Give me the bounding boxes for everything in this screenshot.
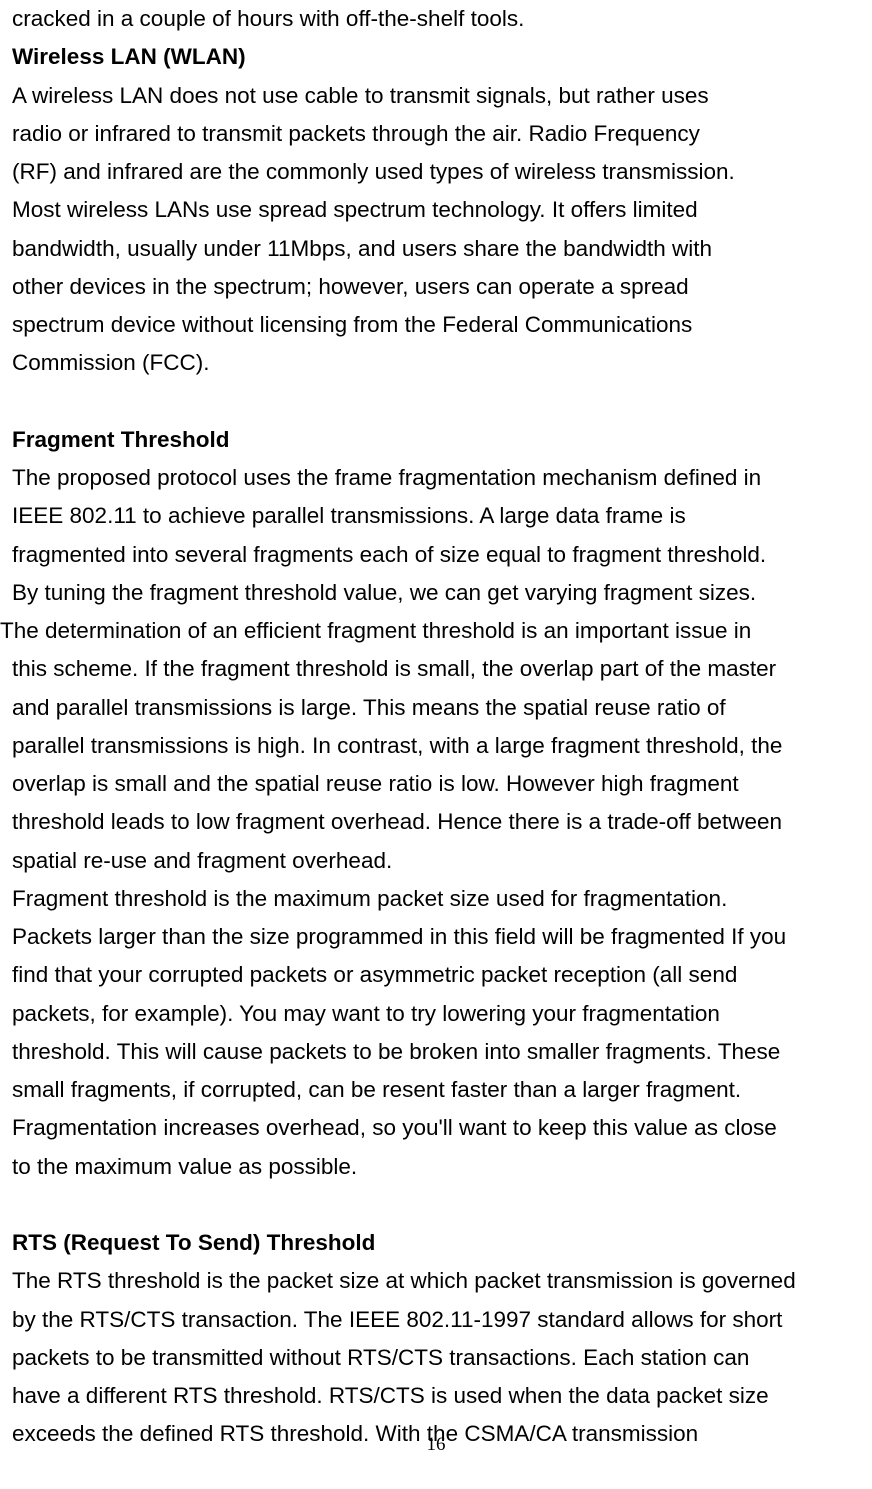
text-line: A wireless LAN does not use cable to tra… — [12, 77, 854, 115]
text-line — [12, 383, 854, 421]
text-line: By tuning the fragment threshold value, … — [12, 574, 854, 612]
text-line: Commission (FCC). — [12, 344, 854, 382]
text-line: spatial re-use and fragment overhead. — [12, 842, 854, 880]
text-heading: Fragment Threshold — [12, 421, 854, 459]
text-line: and parallel transmissions is large. Thi… — [12, 689, 854, 727]
text-line: fragmented into several fragments each o… — [12, 536, 854, 574]
text-line: threshold. This will cause packets to be… — [12, 1033, 854, 1071]
text-line: (RF) and infrared are the commonly used … — [12, 153, 854, 191]
text-line: radio or infrared to transmit packets th… — [12, 115, 854, 153]
document-page: cracked in a couple of hours with off-th… — [0, 0, 872, 1489]
text-line: spectrum device without licensing from t… — [12, 306, 854, 344]
text-line: parallel transmissions is high. In contr… — [12, 727, 854, 765]
text-line: by the RTS/CTS transaction. The IEEE 802… — [12, 1301, 854, 1339]
text-line: find that your corrupted packets or asym… — [12, 956, 854, 994]
text-line: small fragments, if corrupted, can be re… — [12, 1071, 854, 1109]
text-line: threshold leads to low fragment overhead… — [12, 803, 854, 841]
text-line: Fragmentation increases overhead, so you… — [12, 1109, 854, 1147]
page-number: 16 — [0, 1429, 872, 1461]
text-line: have a different RTS threshold. RTS/CTS … — [12, 1377, 854, 1415]
text-line: The RTS threshold is the packet size at … — [12, 1262, 854, 1300]
text-line: packets, for example). You may want to t… — [12, 995, 854, 1033]
text-line: The determination of an efficient fragme… — [0, 612, 854, 650]
text-heading: Wireless LAN (WLAN) — [12, 38, 854, 76]
text-heading: RTS (Request To Send) Threshold — [12, 1224, 854, 1262]
text-line: IEEE 802.11 to achieve parallel transmis… — [12, 497, 854, 535]
text-line: other devices in the spectrum; however, … — [12, 268, 854, 306]
text-line: overlap is small and the spatial reuse r… — [12, 765, 854, 803]
text-line — [12, 1186, 854, 1224]
text-line: The proposed protocol uses the frame fra… — [12, 459, 854, 497]
text-line: bandwidth, usually under 11Mbps, and use… — [12, 230, 854, 268]
text-line: this scheme. If the fragment threshold i… — [12, 650, 854, 688]
text-line: Most wireless LANs use spread spectrum t… — [12, 191, 854, 229]
text-line: packets to be transmitted without RTS/CT… — [12, 1339, 854, 1377]
document-text-body: cracked in a couple of hours with off-th… — [12, 0, 854, 1454]
text-line: Packets larger than the size programmed … — [12, 918, 854, 956]
text-line: Fragment threshold is the maximum packet… — [12, 880, 854, 918]
text-line: to the maximum value as possible. — [12, 1148, 854, 1186]
text-line: cracked in a couple of hours with off-th… — [12, 0, 854, 38]
